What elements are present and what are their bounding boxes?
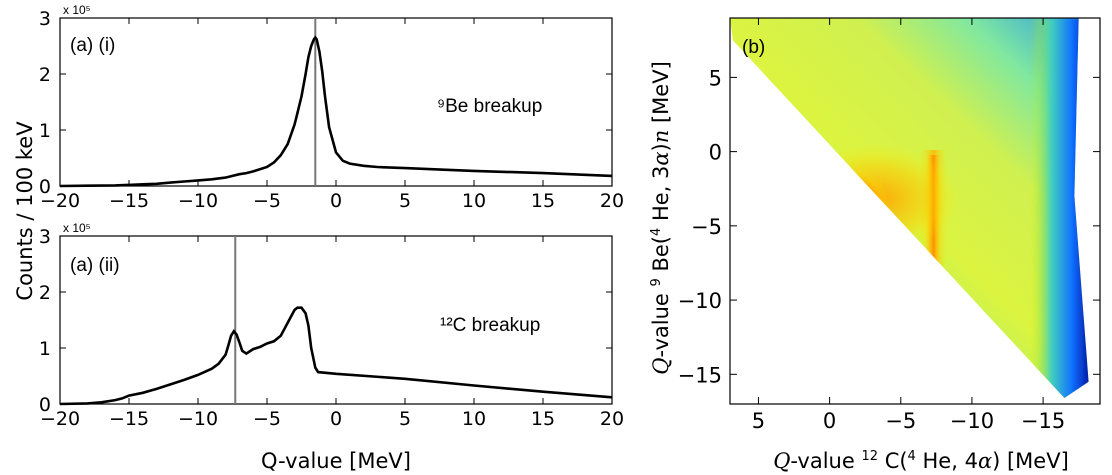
x-tick-label: 15: [531, 408, 555, 430]
x-tick-label: 0: [330, 190, 342, 212]
x-tick-label: −20: [40, 408, 80, 430]
x-tick-label: −5: [253, 190, 281, 212]
x-tick-label: −15: [109, 190, 149, 212]
x-tick-label: 20: [600, 408, 624, 430]
panel-label: (b): [742, 37, 765, 58]
x-tick-label: 0: [823, 409, 836, 433]
heatmap-hotspot: [801, 168, 890, 235]
annotation: ¹²C breakup: [440, 315, 540, 336]
heatmap-edge-band: [1030, 18, 1089, 399]
y-tick-label: 0: [39, 394, 51, 416]
x-tick-label: −5: [253, 408, 281, 430]
x-tick-label: −20: [40, 190, 80, 212]
y-tick-label: 1: [39, 120, 51, 142]
x-tick-label: −10: [178, 408, 218, 430]
y-tick-label: 3: [39, 8, 51, 30]
y-tick-label: 2: [39, 64, 51, 86]
y-tick-label: −15: [678, 363, 722, 387]
y-tick-label: 2: [39, 282, 51, 304]
x-tick-label: −5: [885, 409, 916, 433]
y-axis-label: Counts / 100 keV: [13, 121, 37, 301]
y-multiplier: x 10⁵: [63, 3, 91, 17]
series-line: [59, 306, 613, 406]
panel-a-i: −20 −15 −10 −5 0 5 10 15 20 0 1 2 3 (a) (i) ⁹Be brea…: [39, 3, 624, 212]
x-tick-label: 5: [399, 190, 411, 212]
panel-b: 5 0 −5 −10 −15 −15 −10 −5 0 5 (b) Q-value 9 Be(4 …: [649, 17, 1101, 473]
y-axis-label: Q-value 9 Be(4 He, 3α)n [MeV]: [649, 61, 673, 375]
x-axis-label: Q-value 12 C(4 He, 4α) [MeV]: [773, 449, 1069, 473]
y-tick-label: 1: [39, 338, 51, 360]
x-tick-label: 5: [752, 409, 765, 433]
x-tick-label: 20: [600, 190, 624, 212]
x-tick-label: 10: [462, 408, 486, 430]
x-axis-label: Q-value [MeV]: [261, 449, 411, 473]
x-tick-label: 15: [531, 190, 555, 212]
y-tick-label: 3: [39, 226, 51, 248]
x-tick-label: 0: [330, 408, 342, 430]
panel-label: (a) (ii): [70, 255, 120, 276]
x-tick-label: −10: [950, 409, 994, 433]
heatmap-glow: [790, 143, 961, 254]
panel-label: (a) (i): [70, 35, 115, 56]
x-tick-label: 5: [399, 408, 411, 430]
x-tick-label: −15: [1021, 409, 1065, 433]
series-line: [59, 35, 613, 188]
panel-a-ii: −20 −15 −10 −5 0 5 10 15 20 0 1 2 3 (a) (ii) ¹²C bre…: [39, 221, 624, 430]
y-tick-label: 5: [709, 66, 722, 90]
y-tick-label: 0: [709, 141, 722, 165]
x-tick-label: 10: [462, 190, 486, 212]
x-tick-label: −15: [109, 408, 149, 430]
annotation: ⁹Be breakup: [437, 96, 542, 117]
y-tick-label: 0: [39, 176, 51, 198]
heatmap-body: [730, 18, 1089, 399]
x-tick-label: −10: [178, 190, 218, 212]
y-tick-label: −10: [678, 289, 722, 313]
y-multiplier: x 10⁵: [63, 221, 91, 235]
y-tick-label: −5: [691, 215, 722, 239]
axes-frame: [729, 17, 1101, 405]
